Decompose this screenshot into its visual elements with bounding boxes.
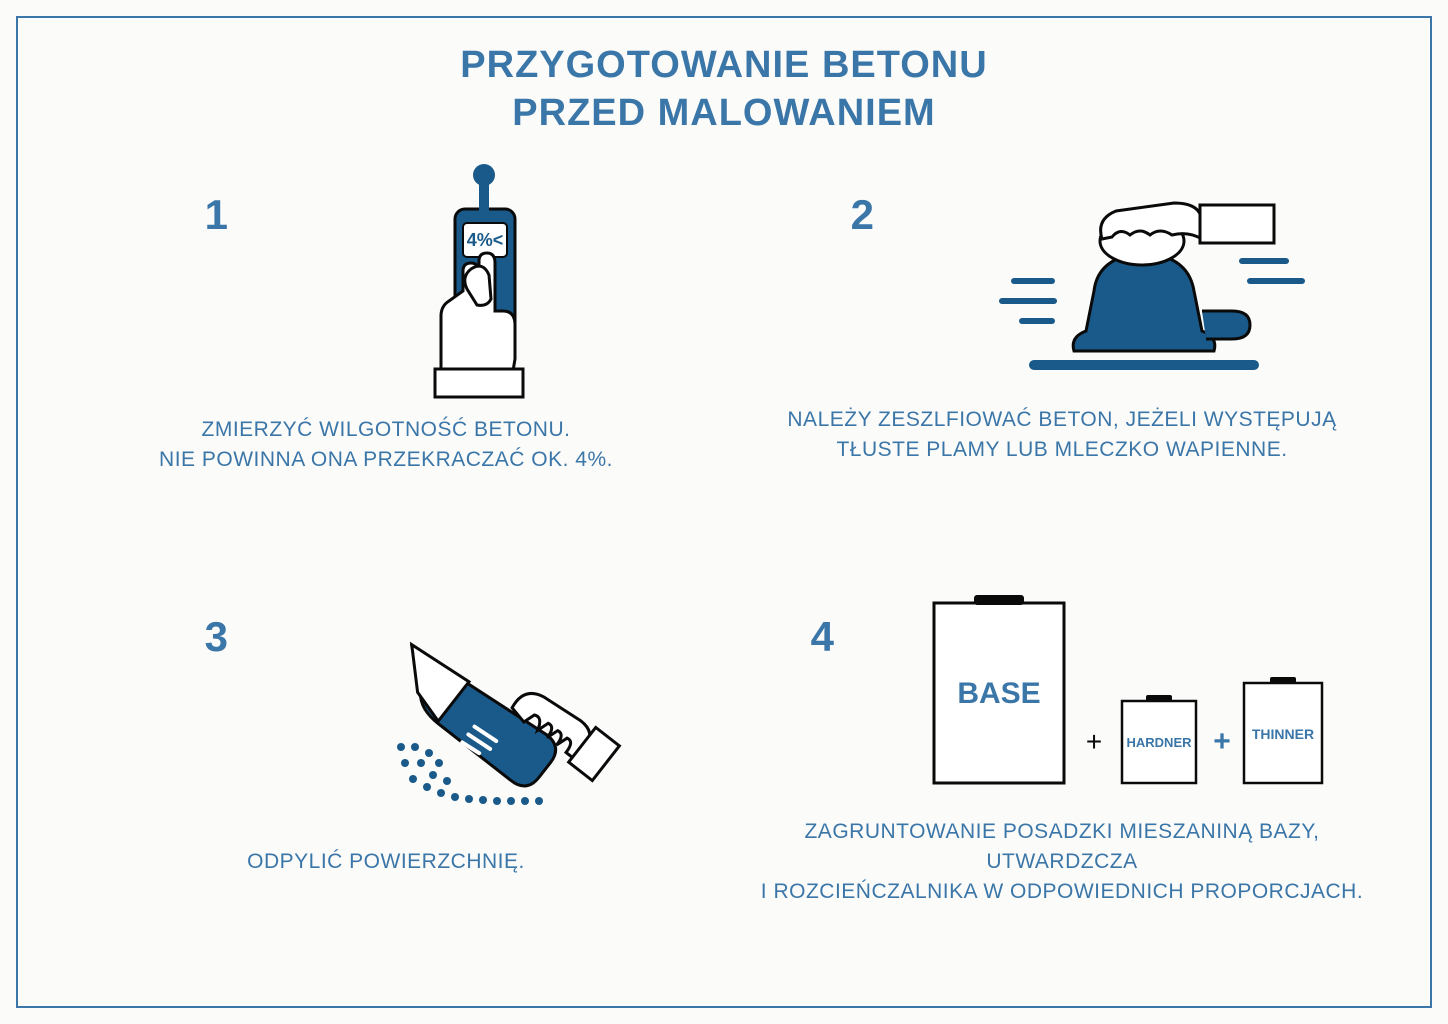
step-caption: ZMIERZYĆ WILGOTNOŚĆ BETONU. NIE POWINNA … (149, 415, 623, 476)
step-1: 1 4%< (58, 161, 714, 555)
paint-cans-icon: BASE + HARDNER + THINNER (914, 583, 1334, 803)
step-4: 4 BASE + HARDNER + (734, 583, 1390, 977)
step-caption: ZAGRUNTOWANIE POSADZKI MIESZANINĄ BAZY, … (734, 817, 1390, 908)
title-line-2: PRZED MALOWANIEM (512, 92, 935, 134)
page-title: PRZYGOTOWANIE BETONU PRZED MALOWANIEM (58, 42, 1390, 137)
vacuum-icon (343, 583, 623, 833)
step-caption: NALEŻY ZESZLFIOWAĆ BETON, JEŻELI WYSTĘPU… (777, 405, 1346, 466)
title-line-1: PRZYGOTOWANIE BETONU (460, 44, 987, 86)
step-caption: ODPYLIĆ POWIERZCHNIĘ. (237, 847, 535, 877)
step-2: 2 (734, 161, 1390, 555)
step-number: 2 (814, 161, 874, 239)
step-number: 4 (774, 583, 834, 661)
step-number: 1 (168, 161, 228, 239)
moisture-meter-icon: 4%< (383, 161, 583, 401)
svg-text:+: + (1086, 726, 1102, 757)
steps-grid: 1 4%< (58, 161, 1390, 976)
can-base-label: BASE (957, 677, 1040, 710)
svg-text:+: + (1213, 725, 1231, 758)
can-hardner-label: HARDNER (1127, 735, 1193, 750)
can-thinner-label: THINNER (1252, 726, 1314, 742)
meter-reading: 4%< (467, 230, 504, 250)
step-number: 3 (168, 583, 228, 661)
infographic-frame: PRZYGOTOWANIE BETONU PRZED MALOWANIEM 1 (16, 16, 1432, 1008)
step-3: 3 (58, 583, 714, 977)
sander-icon (974, 161, 1314, 391)
